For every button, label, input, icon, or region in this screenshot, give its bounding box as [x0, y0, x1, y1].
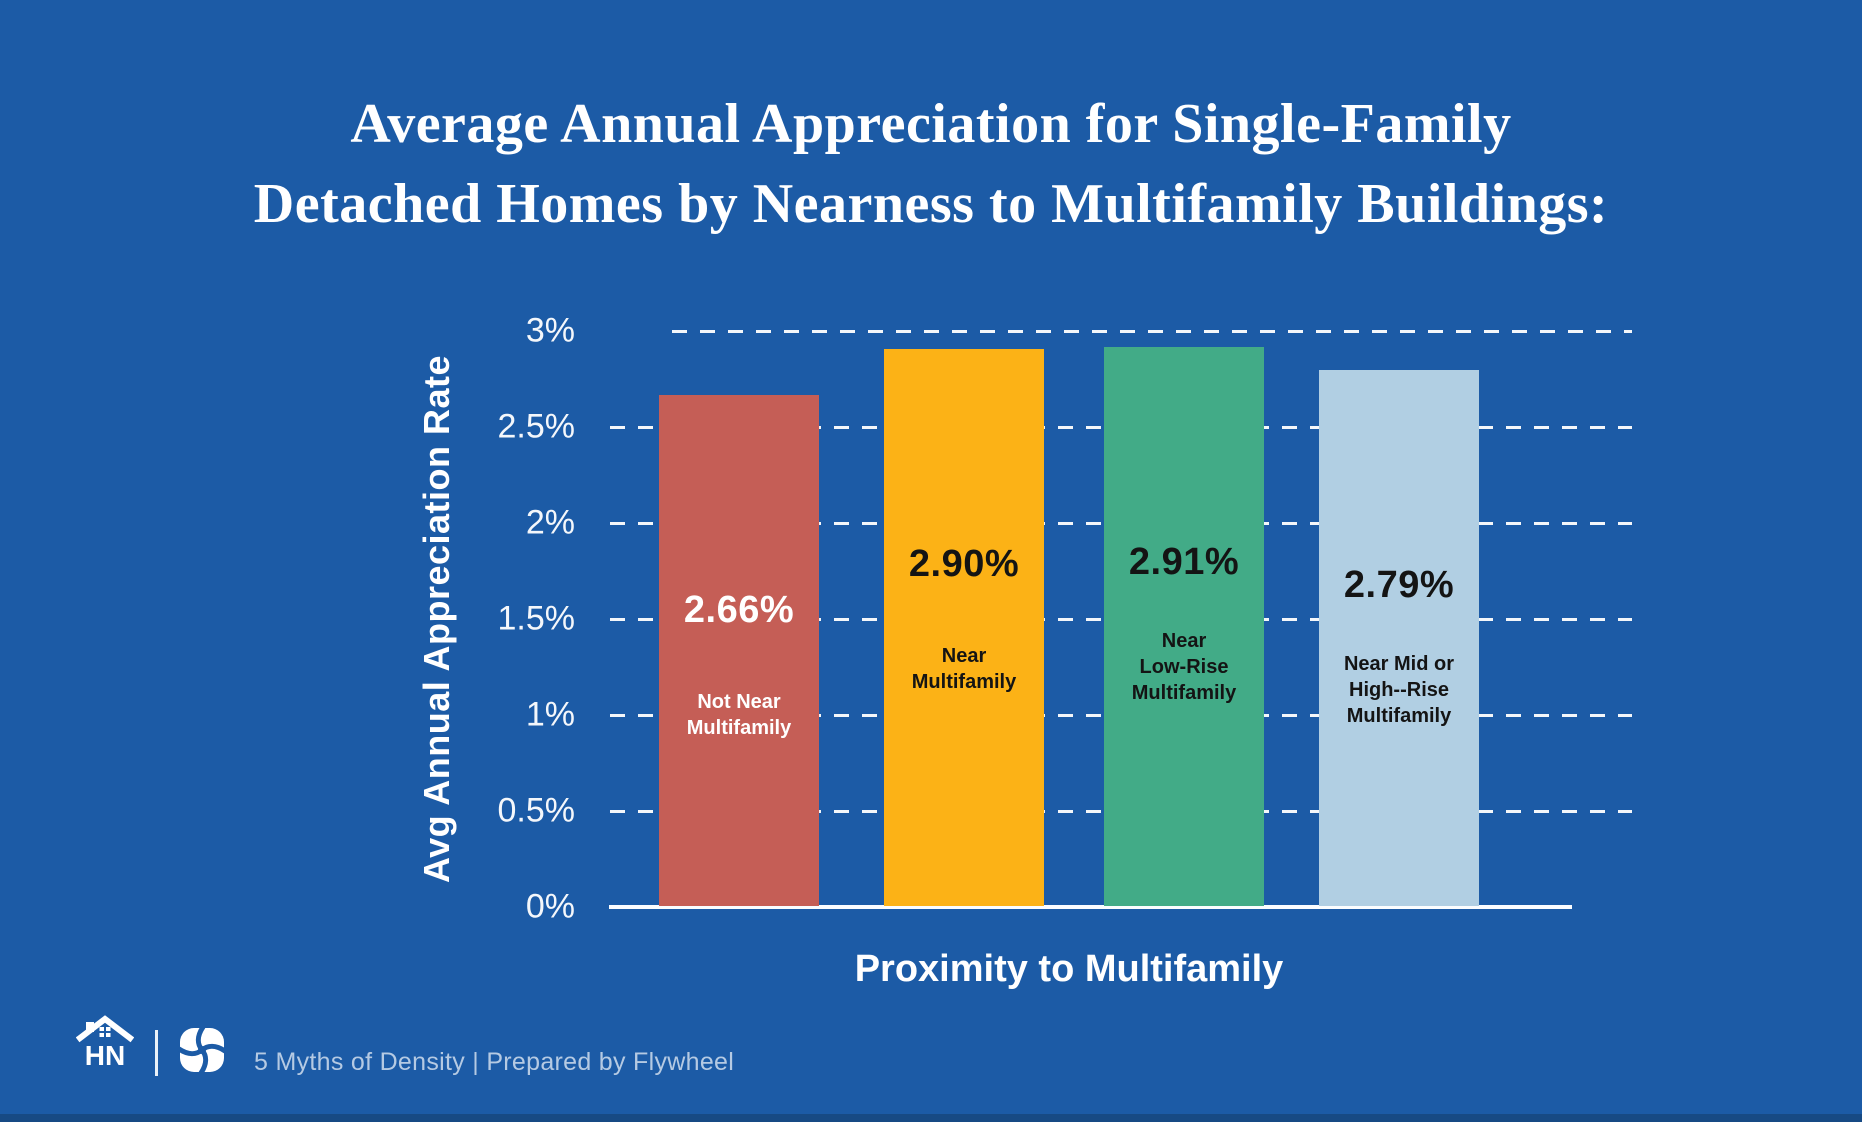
page-title-line1: Average Annual Appreciation for Single-F… — [350, 93, 1512, 155]
x-axis-line — [609, 905, 1572, 909]
svg-text:HN: HN — [85, 1040, 125, 1070]
bar-near-multifamily: 2.90% Near Multifamily — [884, 349, 1044, 906]
hn-house-logo-icon: HN — [76, 1015, 134, 1070]
footer-divider — [155, 1030, 158, 1076]
footer-credit-text: 5 Myths of Density | Prepared by Flywhee… — [254, 1048, 735, 1076]
bar-value-label: 2.90% — [908, 543, 1020, 585]
bar-value-label: 2.79% — [1343, 564, 1455, 606]
bar-not-near-multifamily: 2.66% Not Near Multifamily — [659, 395, 819, 906]
bar-category-label: Near Low-Rise Multifamily — [1131, 630, 1237, 704]
y-tick-label-3%: 3% — [525, 311, 575, 350]
bar-near-mid-or-high-rise-multifamily: 2.79% Near Mid or High--Rise Multifamily — [1319, 370, 1479, 906]
bar-value-label: 2.91% — [1128, 541, 1240, 583]
y-tick-label-2.5%: 2.5% — [497, 407, 576, 446]
y-tick-label-2%: 2% — [525, 503, 575, 542]
x-axis-title: Proximity to Multifamily — [854, 948, 1284, 990]
bar-category-label: Not Near Multifamily — [686, 691, 792, 739]
y-tick-label-1%: 1% — [525, 695, 575, 734]
bar-near-low-rise-multifamily: 2.91% Near Low-Rise Multifamily — [1104, 347, 1264, 906]
page-title-line2: Detached Homes by Nearness to Multifamil… — [253, 173, 1609, 235]
gridline-3% — [672, 330, 1632, 333]
bottom-edge-strip — [0, 1114, 1862, 1122]
flywheel-logo-icon — [178, 1026, 226, 1074]
page-title: Average Annual Appreciation for Single-F… — [0, 84, 1862, 244]
y-tick-label-0.5%: 0.5% — [497, 791, 576, 830]
bar-value-label: 2.66% — [683, 589, 795, 631]
y-tick-label-0%: 0% — [525, 887, 575, 926]
bar-category-label: Near Mid or High--Rise Multifamily — [1343, 653, 1455, 727]
y-tick-label-1.5%: 1.5% — [497, 599, 576, 638]
bar-category-label: Near Multifamily — [911, 645, 1017, 693]
